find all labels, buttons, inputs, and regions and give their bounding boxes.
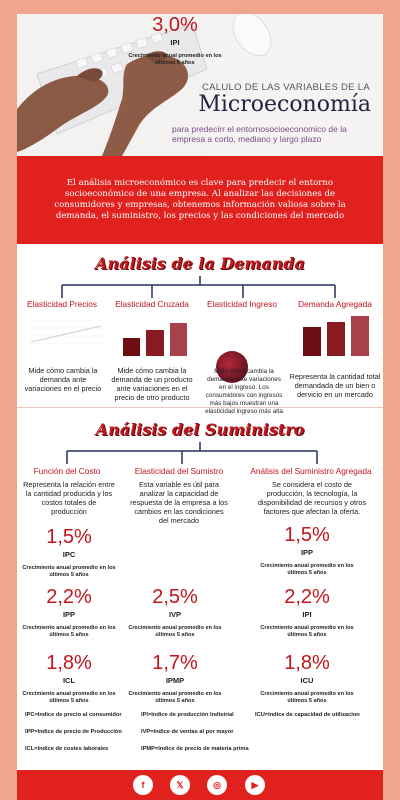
stat-ipi-industrial: 2,2% IPI Crecimiento anual promedio en l…	[257, 586, 357, 639]
stat-ipmp: 1,7% IPMP Crecimiento anual promedio en …	[127, 652, 223, 705]
stat-desc: Crecimiento anual promedio en los último…	[22, 625, 116, 638]
stat-desc: Crecimiento anual promedio en los último…	[260, 691, 354, 704]
infographic: CALULO DE LAS VARIABLES DE LA Microecono…	[17, 14, 383, 800]
demand-col-text-1: Mide cómo cambia la demanda ante variaci…	[24, 366, 102, 393]
stat-code: IPMP	[165, 676, 185, 685]
stat-value: 2,2%	[46, 586, 92, 608]
stat-desc: Crecimiento anual promedio en los último…	[128, 53, 222, 66]
stat-code: IPI	[170, 38, 180, 47]
aggregate-demand-chart	[297, 312, 375, 356]
intro-text: El análisis microeconómico es clave para…	[54, 178, 346, 221]
supply-title: Análisis del Suministro	[95, 420, 305, 439]
supply-col-text-1: Representa la relación entre la cantidad…	[23, 480, 115, 516]
stat-code: ICL	[62, 676, 76, 685]
cross-elasticity-bar	[123, 338, 141, 356]
stat-code: ICU	[300, 676, 314, 685]
stat-code: IPI	[302, 610, 312, 619]
aggregate-demand-bar	[351, 316, 369, 356]
footer-band: f 𝕏 ◎ ▶	[17, 770, 383, 800]
demand-col-text-3: Mide cómo cambia la demanda ante variaci…	[205, 368, 283, 415]
legend-ivp: IVP=Indice de ventas al por mayor	[141, 729, 234, 735]
legend-ipc: IPC=Indice de precio al consumidor	[25, 712, 122, 718]
hero-subtitle: CALULO DE LAS VARIABLES DE LA	[202, 82, 370, 93]
x-icon[interactable]: 𝕏	[170, 775, 190, 795]
stat-value: 2,2%	[284, 586, 330, 608]
stat-desc: Crecimiento anual promedio en los último…	[128, 625, 222, 638]
aggregate-demand-bar	[303, 326, 321, 356]
mouse-illustration	[232, 14, 272, 57]
cross-elasticity-chart	[117, 314, 193, 356]
stat-ipp-production: 2,2% IPP Crecimiento anual promedio en l…	[21, 586, 117, 639]
legend-ipp: IPP=Indice de precio de Producción	[25, 729, 122, 735]
stat-code: IVP	[168, 610, 182, 619]
stat-desc: Crecimiento anual promedio en los último…	[260, 625, 354, 638]
stat-value: 1,5%	[46, 526, 92, 548]
stat-ivp: 2,5% IVP Crecimiento anual promedio en l…	[127, 586, 223, 639]
hero-description: para predecirr el entornosocioeconomico …	[172, 124, 347, 144]
legend-icu: ICU=Indice de capacidad de utilizacion	[255, 712, 360, 718]
legend-ipi: IPI=Indice de producción Indistrial	[141, 712, 234, 718]
facebook-icon[interactable]: f	[133, 775, 153, 795]
demand-col-heading-2: Elasticidad Cruzada	[115, 299, 189, 309]
stat-desc: Crecimiento anual promedio en los último…	[260, 563, 354, 576]
demand-connector	[61, 276, 336, 298]
demand-col-heading-4: Demanda Agregada	[298, 299, 372, 309]
stat-desc: Crecimiento anual promedio en los último…	[22, 691, 116, 704]
instagram-icon[interactable]: ◎	[207, 775, 227, 795]
keyboard-hands-illustration	[17, 14, 207, 156]
hero-title: Microeconomía	[198, 92, 371, 117]
stat-ipp: 1,5% IPP Crecimiento anual promedio en l…	[257, 524, 357, 577]
supply-col-heading-3: Análisis del Suministro Agregada	[250, 466, 372, 476]
stat-value: 1,8%	[284, 652, 330, 674]
demand-col-heading-3: Elasticidad Ingreso	[206, 299, 278, 309]
hero-banner: CALULO DE LAS VARIABLES DE LA Microecono…	[17, 14, 383, 156]
stat-code: IPP	[62, 610, 76, 619]
stat-value: 2,5%	[152, 586, 198, 608]
youtube-icon[interactable]: ▶	[245, 775, 265, 795]
supply-col-text-3: Se considera el costo de producción, la …	[257, 480, 367, 516]
stat-desc: Crecimiento anual promedio en los último…	[22, 565, 116, 578]
supply-connector	[66, 442, 318, 464]
stat-desc: Crecimiento anual promedio en los último…	[128, 691, 222, 704]
demand-col-text-2: Mide cómo cambia la demanda de un produc…	[111, 366, 193, 402]
section-divider	[17, 407, 383, 408]
stat-value: 3,0%	[152, 14, 198, 36]
stat-ipc: 1,5% IPC Crecimiento anual promedio en l…	[21, 526, 117, 579]
income-elasticity-mark	[216, 351, 248, 383]
stat-code: IPC	[62, 550, 76, 559]
stat-ipi: 3,0% IPI Crecimiento anual promedio en l…	[127, 14, 223, 67]
price-elasticity-chart	[29, 319, 103, 345]
demand-col-heading-1: Elasticidad Precios	[26, 299, 98, 309]
supply-col-heading-1: Función del Costo	[33, 466, 101, 476]
demand-title: Análisis de la Demanda	[95, 254, 305, 273]
stat-value: 1,5%	[284, 524, 330, 546]
demand-col-text-4: Representa la cantidad total demandada d…	[289, 372, 381, 399]
stat-code: IPP	[300, 548, 314, 557]
cross-elasticity-bar	[146, 329, 164, 356]
legend-ipmp: IPMP=Indice de precio de materia prima	[141, 746, 249, 752]
cross-elasticity-bar	[169, 323, 187, 356]
supply-col-heading-2: Elasticidad del Sumistro	[134, 466, 224, 476]
stat-icl: 1,8% ICL Crecimiento anual promedio en l…	[21, 652, 117, 705]
stat-icu: 1,8% ICU Crecimiento anual promedio en l…	[257, 652, 357, 705]
stat-value: 1,7%	[152, 652, 198, 674]
aggregate-demand-bar	[327, 321, 345, 356]
legend-icl: ICL=Indice de costes laborales	[25, 746, 109, 752]
intro-band: El análisis microeconómico es clave para…	[17, 156, 383, 244]
supply-col-text-2: Esta variable es útil para analizar la c…	[130, 480, 228, 525]
stat-value: 1,8%	[46, 652, 92, 674]
